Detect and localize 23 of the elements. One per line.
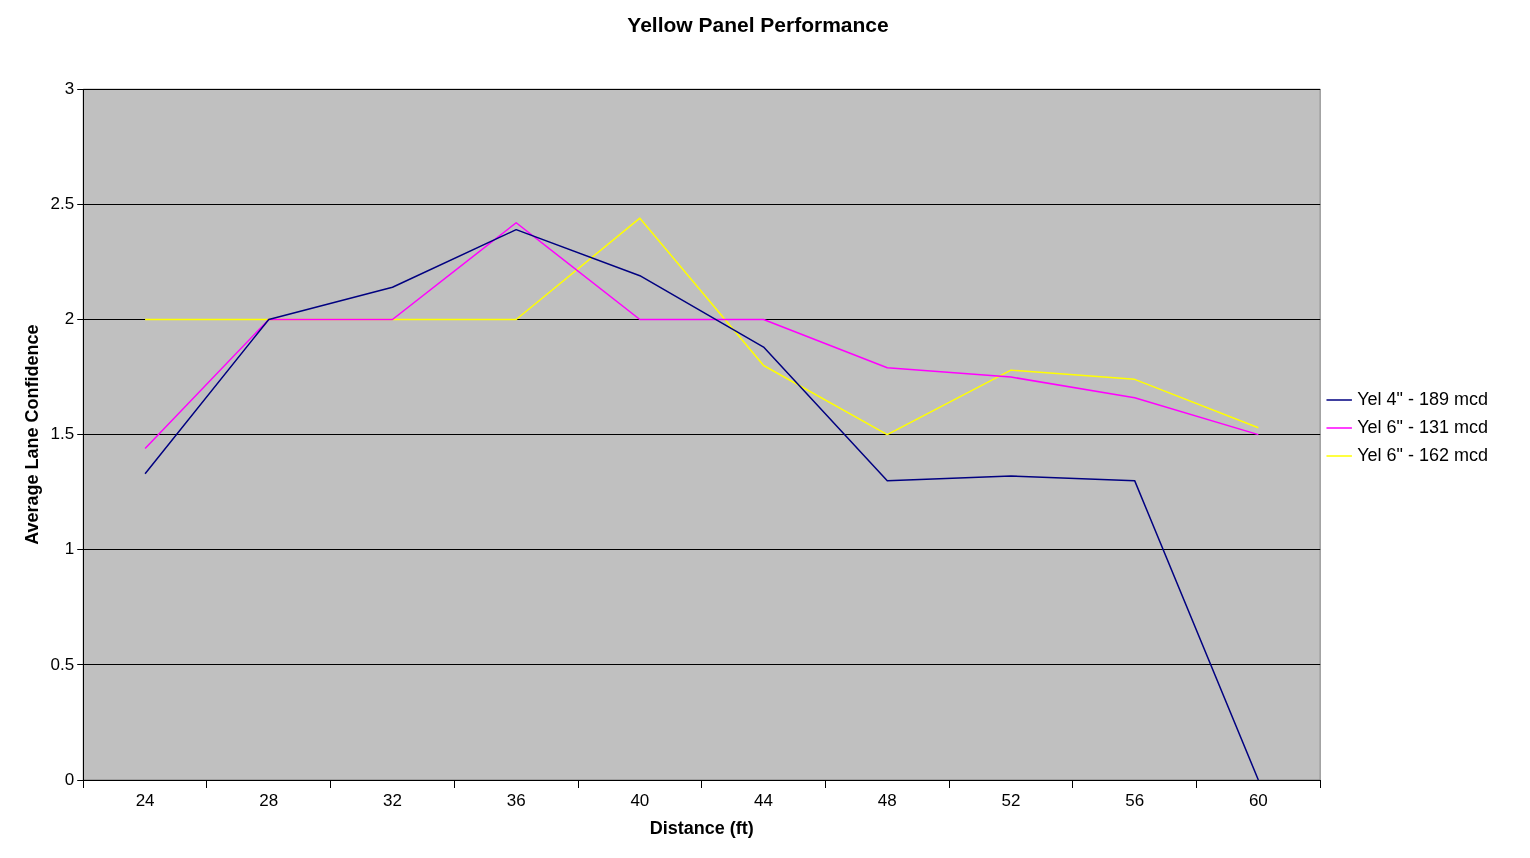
y-tick-label: 0.5 xyxy=(50,654,75,674)
y-tick-label: 3 xyxy=(64,78,75,98)
x-tick-label: 44 xyxy=(754,790,774,810)
x-tick-label: 32 xyxy=(383,790,402,810)
x-tick-label: 52 xyxy=(1001,790,1021,810)
x-tick-label: 48 xyxy=(877,790,897,810)
x-tick-label: 60 xyxy=(1248,790,1268,810)
y-tick-label: 1 xyxy=(64,539,75,559)
x-tick-label: 56 xyxy=(1125,790,1145,810)
x-axis-title: Distance (ft) xyxy=(649,818,754,839)
y-tick-label: 2.5 xyxy=(50,194,75,214)
y-tick-label: 2 xyxy=(64,309,75,329)
x-tick-label: 28 xyxy=(259,790,279,810)
x-tick-label: 36 xyxy=(506,790,526,810)
x-tick-label: 40 xyxy=(630,790,650,810)
y-tick-label: 0 xyxy=(64,769,75,789)
x-tick-label: 24 xyxy=(135,790,155,810)
chart-title: Yellow Panel Performance xyxy=(627,13,889,37)
legend-label: Yel 4" - 189 mcd xyxy=(1357,388,1489,409)
legend-label: Yel 6" - 131 mcd xyxy=(1357,416,1489,437)
y-axis-title: Average Lane Confidence xyxy=(21,324,42,545)
legend-label: Yel 6" - 162 mcd xyxy=(1357,444,1489,465)
y-tick-label: 1.5 xyxy=(50,424,75,444)
